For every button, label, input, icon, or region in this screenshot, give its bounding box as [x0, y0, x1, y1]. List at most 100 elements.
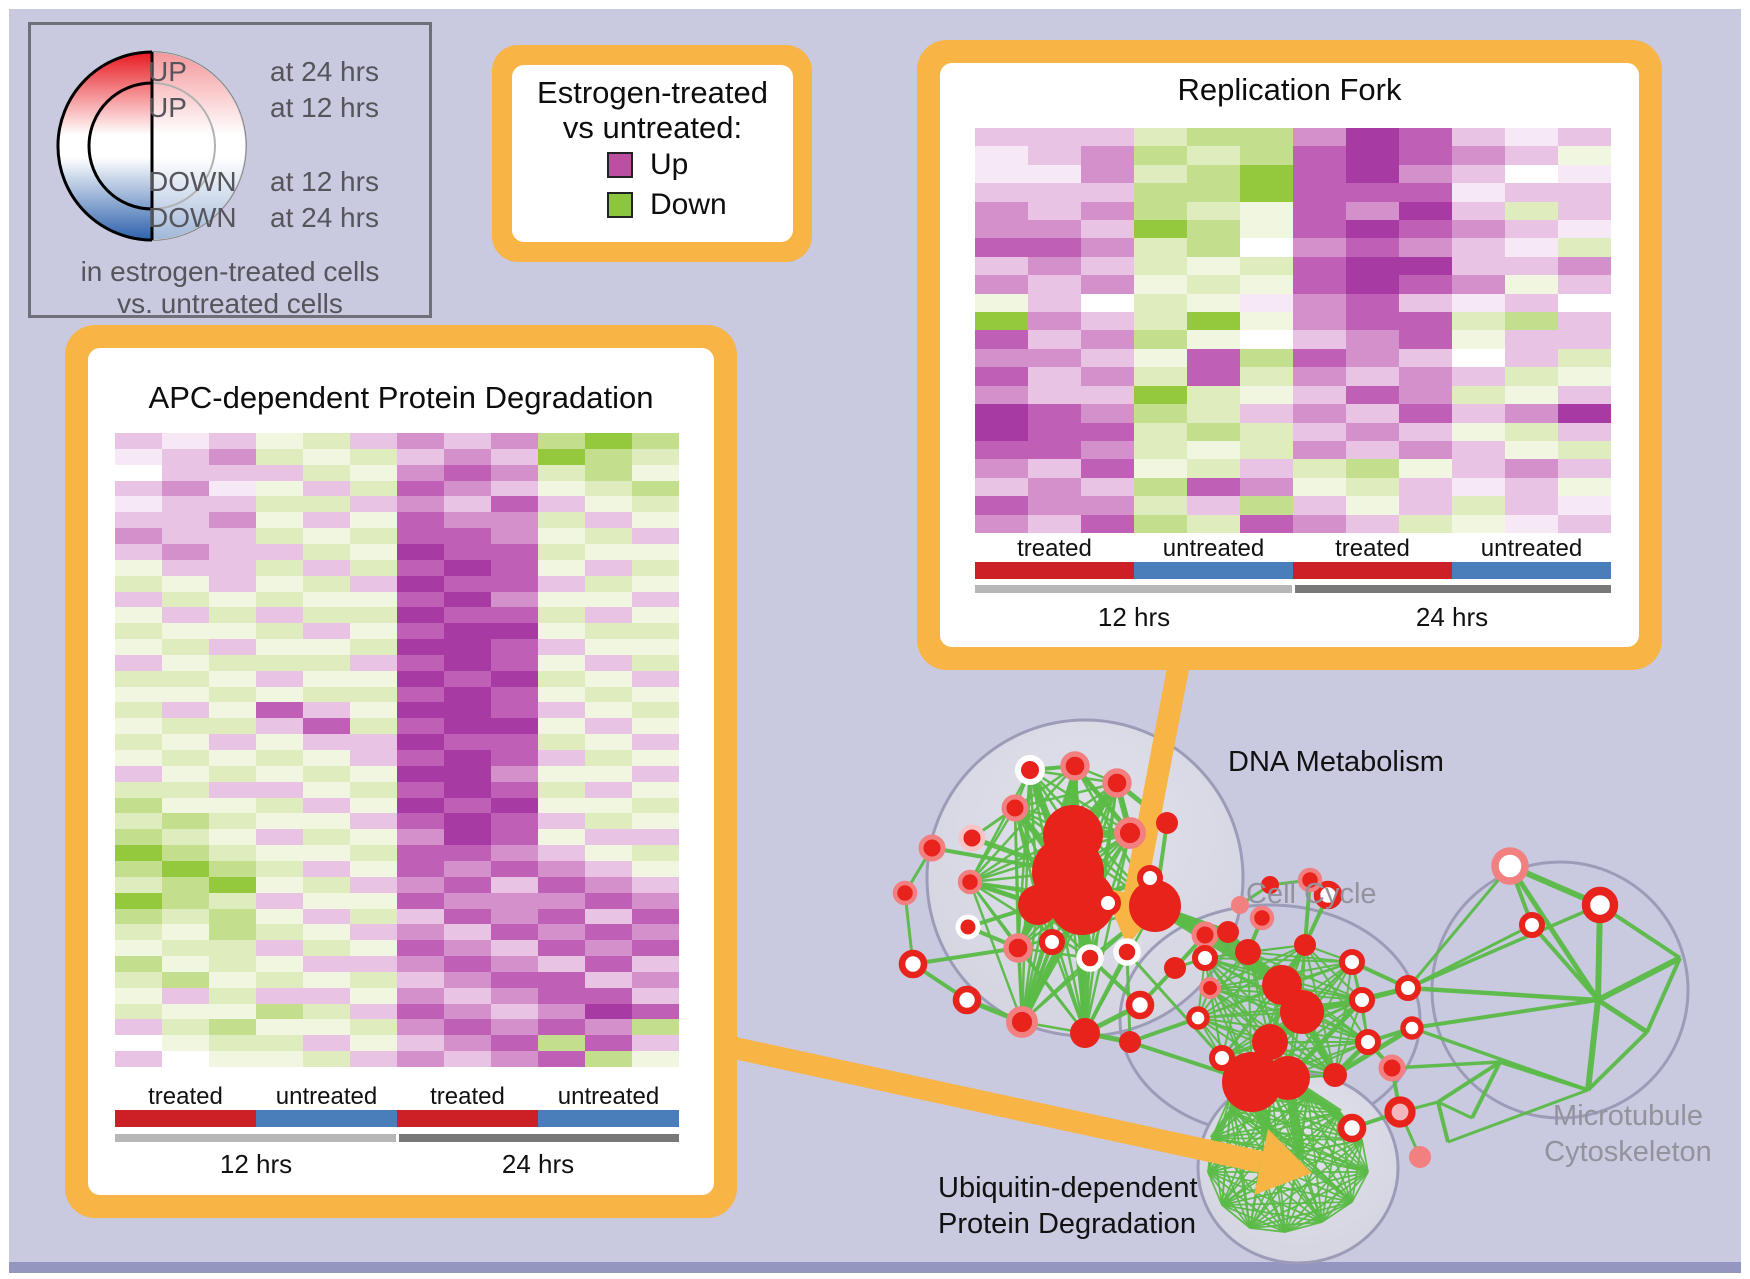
heatmap-cell — [350, 813, 397, 830]
heatmap-cell — [1452, 146, 1505, 165]
heatmap-cell — [303, 496, 350, 513]
heatmap-cell — [1134, 275, 1187, 294]
heatmap-cell — [162, 892, 209, 909]
connector-arrow-shaft — [727, 1036, 1264, 1173]
heatmap-cell — [1240, 238, 1293, 257]
network-edge — [1299, 1151, 1353, 1203]
heatmap-cell — [1558, 128, 1611, 147]
condition-label: treated — [148, 1083, 223, 1110]
heatmap-cell — [632, 750, 679, 766]
heatmap-cell — [1399, 220, 1452, 239]
heatmap-cell — [350, 845, 397, 861]
heatmap-cell — [538, 829, 585, 846]
heatmap-cell — [491, 750, 538, 766]
heatmap-cell — [303, 971, 350, 988]
heatmap-cell — [256, 813, 303, 830]
heatmap-cell — [209, 702, 256, 719]
up-label: Up — [650, 148, 689, 181]
heatmap-cell — [256, 670, 303, 687]
heatmap-cell — [1346, 293, 1399, 313]
heatmap-cell — [585, 528, 632, 544]
network-edge — [1307, 1094, 1353, 1203]
heatmap-cell — [115, 670, 162, 687]
heatmap-cell — [1505, 330, 1558, 349]
gene-set-node — [918, 834, 946, 862]
heatmap-cell — [1505, 256, 1558, 276]
heatmap-cell — [209, 1035, 256, 1052]
heatmap-cell — [397, 892, 444, 909]
heatmap-cell — [350, 464, 397, 481]
microtubule-label-line1: Microtubule — [1553, 1100, 1703, 1132]
heatmap-cell — [538, 559, 585, 576]
heatmap-cell — [303, 480, 350, 497]
heatmap-cell — [1558, 256, 1611, 276]
apc-time-labels: 12 hrs 24 hrs — [115, 1149, 679, 1179]
heatmap-cell — [303, 956, 350, 972]
heatmap-cell — [397, 448, 444, 465]
heatmap-cell — [491, 908, 538, 925]
ring-row-0-time: at 24 hrs — [270, 56, 379, 87]
heatmap-cell — [538, 1051, 585, 1067]
heatmap-cell — [975, 477, 1028, 497]
heatmap-cell — [1293, 128, 1346, 147]
heatmap-cell — [1505, 183, 1558, 202]
heatmap-cell — [632, 559, 679, 576]
heatmap-cell — [975, 385, 1028, 405]
heatmap-cell — [1240, 293, 1293, 313]
heatmap-cell — [397, 591, 444, 608]
heatmap-cell — [162, 639, 209, 655]
heatmap-cell — [1081, 128, 1134, 147]
heatmap-cell — [632, 591, 679, 608]
gene-set-node — [1339, 949, 1365, 975]
heatmap-cell — [632, 623, 679, 640]
heatmap-cell — [350, 734, 397, 750]
heatmap-cell — [444, 797, 491, 814]
network-edge — [1221, 1204, 1323, 1223]
condition-bar — [256, 1110, 397, 1127]
heatmap-cell — [1558, 220, 1611, 239]
heatmap-cell — [538, 686, 585, 703]
heatmap-cell — [256, 686, 303, 703]
heatmap-cell — [1399, 164, 1452, 184]
gene-set-node — [1519, 912, 1545, 938]
heatmap-cell — [585, 1035, 632, 1052]
heatmap-cell — [585, 829, 632, 846]
gene-set-node — [1313, 880, 1343, 910]
heatmap-cell — [303, 575, 350, 592]
gene-set-node — [1395, 975, 1421, 1001]
heatmap-cell — [1452, 385, 1505, 405]
heatmap-cell — [585, 670, 632, 687]
network-edge — [1014, 781, 1118, 810]
heatmap-cell — [397, 686, 444, 703]
heatmap-cell — [632, 607, 679, 624]
heatmap-cell — [1399, 128, 1452, 147]
heatmap-cell — [397, 829, 444, 846]
microtubule-label-line2: Cytoskeleton — [1544, 1136, 1712, 1168]
heatmap-cell — [162, 654, 209, 671]
heatmap-cell — [115, 1035, 162, 1052]
gene-set-node — [1191, 921, 1219, 949]
gene-set-node — [1095, 890, 1121, 916]
heatmap-cell — [1452, 477, 1505, 497]
network-edge — [1204, 957, 1336, 1076]
heatmap-cell — [1134, 404, 1187, 423]
gene-set-node — [898, 949, 928, 979]
heatmap-cell — [350, 591, 397, 608]
gene-set-node — [952, 985, 982, 1015]
heatmap-cell — [209, 956, 256, 972]
heatmap-cell — [538, 575, 585, 592]
heatmap-cell — [303, 908, 350, 925]
network-edge — [1299, 1151, 1323, 1223]
heatmap-cell — [1028, 514, 1081, 533]
heatmap-cell — [444, 670, 491, 687]
heatmap-cell — [256, 971, 303, 988]
network-edge — [1249, 1227, 1286, 1233]
heatmap-cell — [1187, 312, 1240, 331]
time-label: 12 hrs — [1097, 602, 1171, 632]
heatmap-cell — [1187, 164, 1240, 184]
heatmap-cell — [256, 543, 303, 560]
gene-set-node — [955, 914, 981, 940]
heatmap-cell — [1452, 367, 1505, 386]
heatmap-cell — [115, 623, 162, 640]
heatmap-cell — [1028, 385, 1081, 405]
